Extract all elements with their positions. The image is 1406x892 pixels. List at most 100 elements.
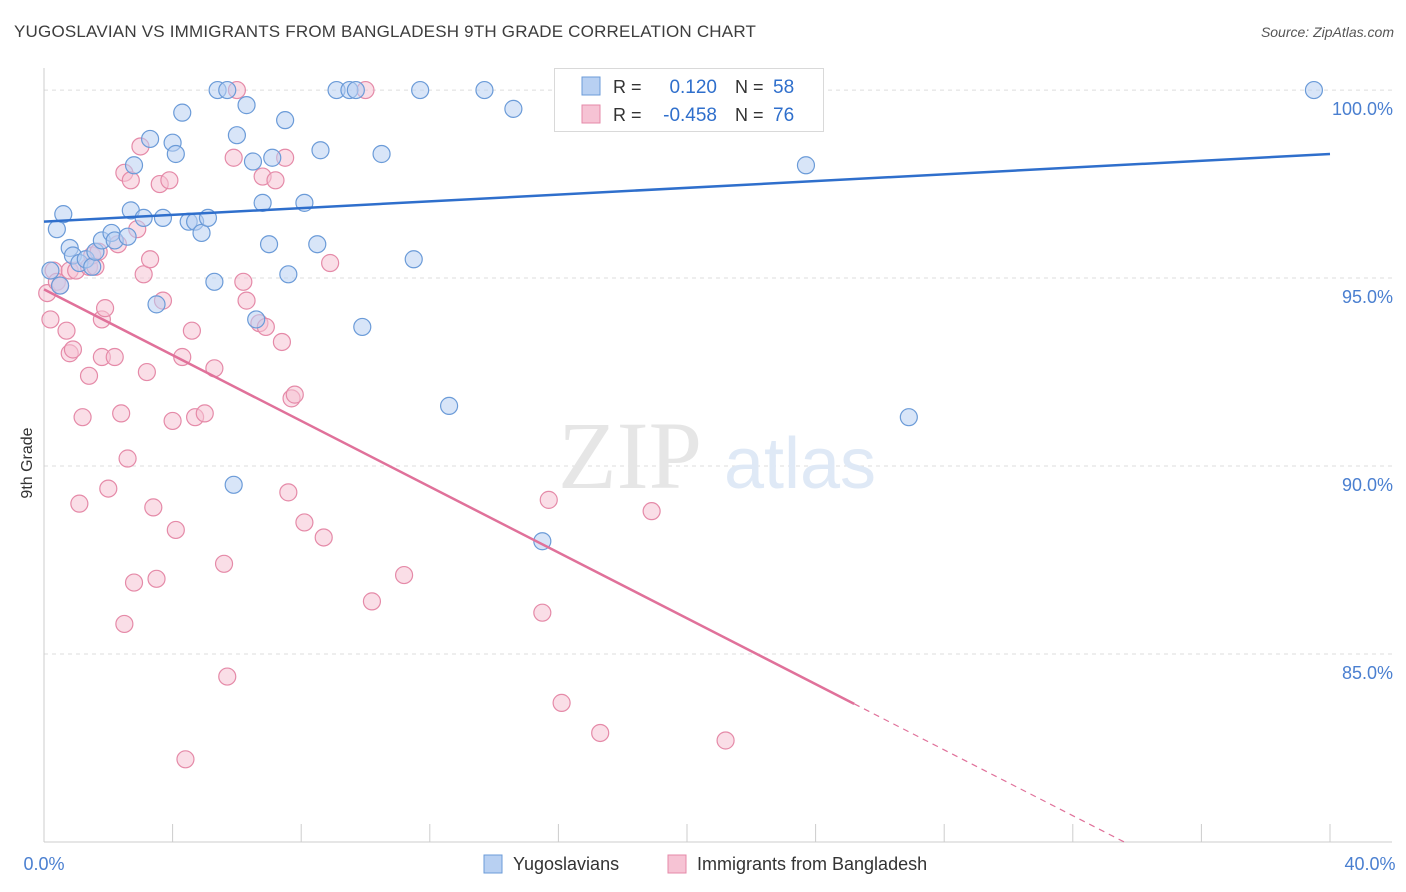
- bangladesh-point: [57, 321, 76, 340]
- bangladesh-point: [176, 750, 195, 769]
- bangladesh-point: [63, 340, 83, 359]
- yugoslavians-point: [192, 223, 211, 243]
- yugoslavians-point: [54, 205, 73, 224]
- yugoslavians-point: [147, 295, 166, 314]
- bottom-legend-swatch-bangladesh: [667, 854, 687, 874]
- yugoslavians-point: [504, 99, 523, 118]
- bangladesh-point: [394, 565, 414, 585]
- tick-labels: 85.0% 90.0% 95.0% 100.0% 0.0% 40.0%: [23, 99, 1395, 874]
- yugoslavians-point: [118, 227, 137, 246]
- watermark-atlas: atlas: [724, 424, 876, 504]
- bangladesh-point: [144, 498, 163, 517]
- bangladesh-point: [295, 513, 314, 532]
- yugoslavians-point: [372, 144, 391, 164]
- stats-legend: R = 0.120 N = 58 R = -0.458 N = 76: [554, 68, 824, 132]
- yugoslavians-point: [41, 261, 60, 280]
- bangladesh-point: [533, 603, 552, 622]
- bangladesh-point: [321, 253, 340, 273]
- yugoslavians-point: [227, 126, 246, 145]
- bangladesh-point: [182, 321, 201, 340]
- yugoslavians-point: [124, 156, 144, 175]
- yugoslavians-point: [247, 310, 266, 329]
- bangladesh-point: [195, 404, 214, 423]
- bangladesh-point: [160, 171, 179, 190]
- bangladesh-point: [224, 148, 243, 167]
- source-label: Source: ZipAtlas.com: [1260, 24, 1394, 40]
- bangladesh-point: [285, 385, 304, 404]
- bangladesh-point: [218, 667, 237, 686]
- bottom-legend-label-bangladesh: Immigrants from Bangladesh: [697, 854, 927, 874]
- watermark-zip: ZIP: [558, 402, 702, 509]
- bangladesh-point: [79, 366, 99, 385]
- yugoslavians-point: [796, 156, 816, 175]
- bangladesh-point: [140, 250, 160, 269]
- yugoslavians-point: [140, 129, 160, 149]
- bangladesh-point: [642, 502, 661, 521]
- yugoslavians-trend-line: [43, 152, 1331, 223]
- legend-r-label-2: R =: [613, 105, 642, 125]
- yugoslavians-point: [279, 265, 298, 284]
- y-tick-label: 85.0%: [1342, 663, 1393, 683]
- bangladesh-point: [163, 411, 182, 431]
- legend-n-value-2: 76: [773, 105, 794, 126]
- yugoslavians-point: [224, 475, 243, 494]
- legend-r-value-1: 0.120: [669, 77, 717, 98]
- bangladesh-point: [70, 494, 89, 513]
- bangladesh-point: [234, 272, 253, 291]
- bangladesh-point: [105, 347, 124, 367]
- yugoslavians-point: [50, 276, 70, 295]
- yugoslavians-point: [218, 80, 237, 100]
- yugoslavians-point: [47, 220, 66, 239]
- bangladesh-point: [314, 528, 333, 547]
- bangladesh-point: [99, 479, 118, 498]
- bangladesh-point: [95, 299, 115, 318]
- y-tick-label: 95.0%: [1342, 287, 1393, 307]
- bangladesh-point: [214, 554, 234, 573]
- bangladesh-point: [272, 332, 292, 352]
- bangladesh-point: [73, 408, 92, 427]
- bangladesh-trend-line: [43, 288, 855, 705]
- yugoslavians-point: [263, 148, 282, 167]
- bangladesh-point: [362, 592, 382, 611]
- series-bangladesh-points: [38, 80, 735, 769]
- bangladesh-point: [124, 573, 144, 592]
- trend-lines: [43, 152, 1331, 843]
- yugoslavians-point: [243, 152, 263, 171]
- bangladesh-point: [279, 483, 298, 502]
- yugoslavians-point: [346, 80, 365, 100]
- bangladesh-point: [41, 310, 60, 329]
- legend-r-label-1: R =: [613, 77, 642, 97]
- y-axis-label: 9th Grade: [19, 427, 36, 498]
- axes: [43, 68, 1392, 843]
- series-legend: Yugoslavians Immigrants from Bangladesh: [0, 852, 1406, 876]
- yugoslavians-point: [153, 208, 173, 228]
- legend-r-value-2: -0.458: [663, 105, 717, 126]
- bangladesh-point: [237, 291, 256, 310]
- bottom-legend-label-yugoslavians: Yugoslavians: [513, 854, 619, 874]
- legend-n-value-1: 58: [773, 77, 794, 98]
- yugoslavians-point: [899, 408, 918, 427]
- chart-title: YUGOSLAVIAN VS IMMIGRANTS FROM BANGLADES…: [14, 22, 757, 41]
- bangladesh-point: [137, 362, 156, 382]
- bangladesh-point: [134, 265, 153, 284]
- yugoslavians-point: [259, 235, 279, 254]
- bangladesh-point: [552, 693, 571, 712]
- bangladesh-point: [147, 569, 166, 588]
- x-tick-label: 40.0%: [1344, 854, 1395, 874]
- bangladesh-trend-line-extension: [853, 703, 1125, 843]
- legend-swatch-yugoslavians: [581, 76, 601, 96]
- bangladesh-point: [716, 731, 735, 750]
- y-tick-label: 90.0%: [1342, 475, 1393, 495]
- bottom-legend-swatch-yugoslavians: [483, 854, 503, 874]
- yugoslavians-point: [166, 144, 185, 164]
- legend-swatch-bangladesh: [581, 104, 601, 124]
- x-tick-label: 0.0%: [23, 854, 64, 874]
- legend-n-label-2: N =: [735, 105, 764, 125]
- bangladesh-point: [118, 449, 137, 468]
- bangladesh-point: [539, 490, 558, 509]
- grid-lines: [44, 89, 1392, 655]
- yugoslavians-point: [311, 141, 330, 160]
- bangladesh-point: [121, 171, 140, 190]
- yugoslavians-point: [308, 235, 327, 254]
